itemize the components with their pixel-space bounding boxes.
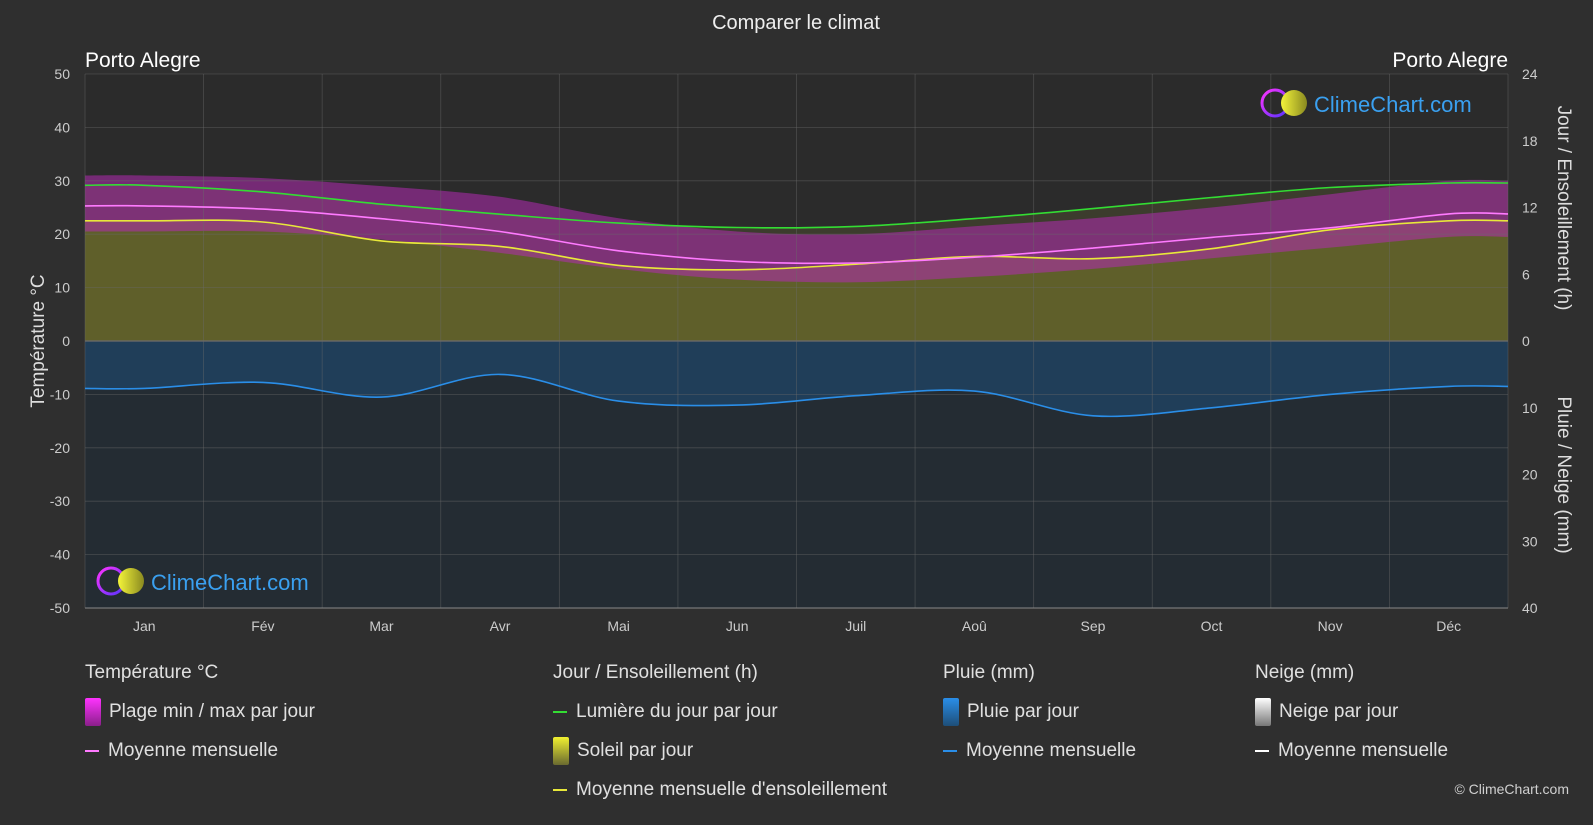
brand-logo-top: ClimeChart.com [1260, 88, 1472, 118]
legend-label: Neige par jour [1279, 700, 1399, 722]
legend-group: Température °C Plage min / max par jour Mo… [85, 662, 315, 770]
y-left-tick: 0 [62, 333, 70, 349]
y-right-top-tick: 18 [1522, 133, 1538, 149]
rain-average-line [84, 373, 1509, 418]
brand-logo-bottom: ClimeChart.com [96, 566, 309, 596]
legend-swatch [943, 749, 957, 752]
y-left-tick: 30 [54, 173, 70, 189]
brand-text-top: ClimeChart.com [1314, 92, 1472, 117]
y-right-top-tick: 0 [1522, 333, 1530, 349]
legend-item: Moyenne mensuelle [943, 731, 1136, 770]
legend-item: Neige par jour [1255, 692, 1448, 731]
x-tick-label: Oct [1201, 618, 1223, 634]
location-right: Porto Alegre [1392, 49, 1508, 72]
brand-text-bottom: ClimeChart.com [151, 570, 309, 595]
y-right-top-tick: 6 [1522, 266, 1530, 282]
y-right-bottom-tick: 10 [1522, 400, 1538, 416]
x-tick-label: Jan [133, 618, 156, 634]
y-left-tick: 20 [54, 226, 70, 242]
y-right-bottom-tick: 30 [1522, 533, 1538, 549]
legend-swatch [85, 697, 101, 726]
y-right-top-label: Jour / Ensoleillement (h) [1553, 106, 1574, 311]
chart-title: Comparer le climat [712, 12, 880, 34]
legend-swatch [85, 749, 99, 752]
legend-heading: Pluie (mm) [943, 662, 1035, 683]
y-left-tick: 10 [54, 280, 70, 296]
daylight-line [84, 181, 1509, 229]
legend-item: Moyenne mensuelle d'ensoleillement [553, 770, 887, 809]
legend-item: Moyenne mensuelle [1255, 731, 1448, 770]
y-right-bottom-label: Pluie / Neige (mm) [1553, 396, 1574, 553]
y-left-tick: 40 [54, 119, 70, 135]
location-left: Porto Alegre [85, 49, 201, 72]
y-left-tick: -30 [50, 493, 70, 509]
y-left-tick: -10 [50, 386, 70, 402]
x-tick-label: Mai [607, 618, 630, 634]
legend: Température °C Plage min / max par jour Mo… [0, 662, 1593, 822]
y-left-tick: 50 [54, 66, 70, 82]
legend-label: Pluie par jour [967, 700, 1079, 722]
legend-label: Lumière du jour par jour [576, 700, 778, 722]
legend-item: Moyenne mensuelle [85, 731, 315, 770]
legend-label: Moyenne mensuelle [108, 739, 279, 761]
x-tick-label: Déc [1436, 618, 1461, 634]
x-tick-label: Aoû [962, 618, 987, 634]
legend-heading: Jour / Ensoleillement (h) [553, 662, 758, 683]
legend-heading: Température °C [85, 662, 219, 683]
legend-group: Pluie (mm) Pluie par jour Moyenne mensuell… [943, 662, 1136, 770]
y-right-top-tick: 24 [1522, 66, 1538, 82]
legend-label: Moyenne mensuelle [966, 739, 1137, 761]
x-tick-label: Jun [726, 618, 749, 634]
y-left-tick: -50 [50, 600, 70, 616]
legend-item: Pluie par jour [943, 692, 1136, 731]
legend-swatch [1255, 697, 1271, 726]
y-right-bottom-tick: 40 [1522, 600, 1538, 616]
x-tick-label: Avr [490, 618, 511, 634]
y-right-top-tick: 12 [1522, 200, 1538, 216]
x-tick-label: Mar [369, 618, 393, 634]
x-tick-label: Sep [1080, 618, 1105, 634]
legend-item: Plage min / max par jour [85, 692, 315, 731]
legend-label: Moyenne mensuelle [1278, 739, 1449, 761]
axes: 50 40 30 20 10 0 -10 -20 -30 -40 -50 24 18 12 6 0 10 20 30… [50, 66, 1538, 634]
legend-group: Jour / Ensoleillement (h) Lumière du jour… [553, 662, 887, 809]
legend-item: Lumière du jour par jour [553, 692, 887, 731]
sunshine-average-line [84, 219, 1509, 271]
legend-label: Plage min / max par jour [109, 700, 315, 722]
x-tick-label: Fév [251, 618, 274, 634]
y-left-label: Température °C [28, 274, 49, 407]
legend-heading: Neige (mm) [1255, 662, 1355, 683]
legend-group: Neige (mm) Neige par jour Moyenne mensuell… [1255, 662, 1448, 770]
legend-swatch [943, 697, 959, 726]
y-right-bottom-tick: 20 [1522, 467, 1538, 483]
legend-swatch [553, 710, 567, 713]
temperature-average-line [84, 204, 1509, 265]
copyright: © ClimeChart.com [1454, 781, 1569, 797]
legend-swatch [1255, 749, 1269, 752]
legend-label: Moyenne mensuelle d'ensoleillement [576, 778, 887, 800]
climate-chart: 50 40 30 20 10 0 -10 -20 -30 -40 -50 24 18 12 6 0 10 20 30… [28, 12, 1574, 634]
legend-label: Soleil par jour [577, 739, 694, 761]
series-lines [84, 181, 1509, 418]
legend-swatch [553, 788, 567, 791]
legend-item: Soleil par jour [553, 731, 887, 770]
y-left-tick: -40 [50, 547, 70, 563]
legend-swatch [553, 736, 569, 765]
y-left-tick: -20 [50, 440, 70, 456]
x-tick-label: Juil [845, 618, 866, 634]
x-tick-label: Nov [1318, 618, 1343, 634]
